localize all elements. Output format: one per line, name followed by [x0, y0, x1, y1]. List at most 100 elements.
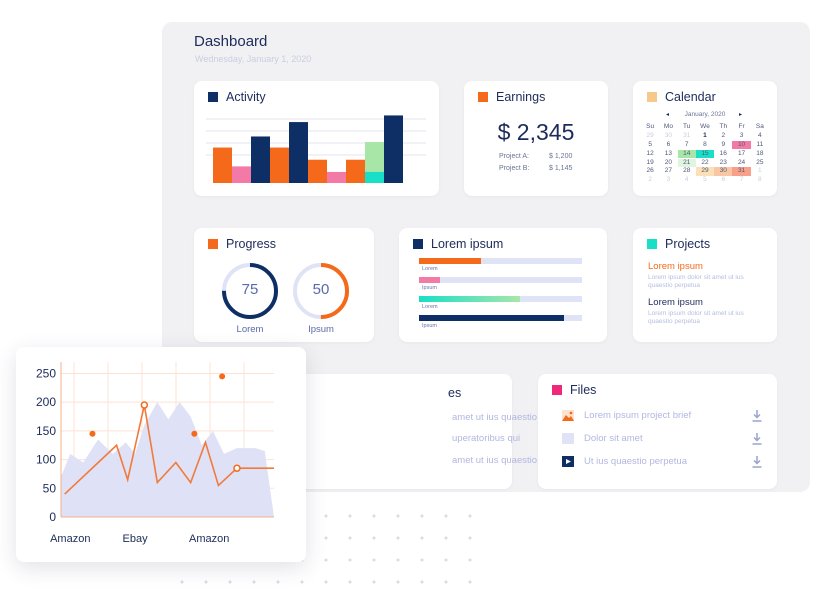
calendar-day[interactable]: 17 — [737, 149, 746, 157]
image-file-icon — [562, 410, 574, 421]
earnings-row-amount: $ 1,200 — [549, 153, 573, 160]
calendar-day[interactable]: 6 — [666, 140, 671, 148]
calendar-day[interactable]: 28 — [683, 167, 691, 175]
calendar-day[interactable]: 29 — [646, 131, 654, 139]
lorem-ipsum-header: Lorem ipsum — [413, 237, 503, 251]
calendar-day[interactable]: 19 — [646, 158, 654, 166]
calendar-header: Calendar — [647, 90, 716, 104]
earnings-row-label: Project B: — [499, 165, 530, 172]
projects-header: Projects — [647, 237, 710, 251]
calendar-weekday: Sa — [755, 123, 764, 130]
earnings-total: $ 2,345 — [497, 119, 575, 145]
calendar-day[interactable]: 31 — [683, 131, 691, 139]
calendar-day[interactable]: 5 — [648, 140, 652, 148]
lorem-ipsum-title: Lorem ipsum — [431, 237, 504, 251]
progress-bar-caption: Lorem — [422, 304, 438, 310]
files-title: Files — [570, 383, 597, 397]
files-square-icon — [552, 385, 562, 395]
calendar-weekday: Tu — [683, 123, 691, 130]
calendar-day[interactable]: 1 — [703, 131, 707, 139]
calendar-day[interactable]: 2 — [648, 176, 652, 184]
file-name: Dolor sit amet — [584, 433, 643, 444]
calendar-day[interactable]: 27 — [664, 167, 673, 175]
calendar-day[interactable]: 8 — [758, 176, 762, 184]
calendar-day[interactable]: 10 — [732, 140, 751, 150]
calendar-day[interactable]: 13 — [664, 149, 673, 157]
calendar-day[interactable]: 7 — [739, 176, 744, 184]
calendar-day[interactable]: 12 — [646, 149, 654, 157]
calendar-day[interactable]: 15 — [695, 149, 715, 159]
line-area-chart: 250 200 150 100 50 0 Amazon Ebay Amazon — [36, 362, 274, 545]
calendar-day[interactable]: 22 — [701, 158, 709, 166]
chart-point — [89, 430, 96, 437]
activity-title: Activity — [226, 90, 266, 104]
file-row[interactable]: Dolor sit amet — [562, 433, 643, 444]
progress-bar-caption: Ipsum — [422, 323, 437, 329]
calendar-day[interactable]: 8 — [703, 140, 707, 148]
calendar-day[interactable]: 31 — [732, 167, 751, 176]
progress-bar-track — [419, 315, 582, 321]
file-row[interactable]: Lorem ipsum project brief — [562, 410, 691, 421]
calendar-day[interactable]: 6 — [721, 176, 726, 184]
calendar-day[interactable]: 11 — [756, 140, 764, 148]
file-name: Lorem ipsum project brief — [584, 410, 692, 421]
calendar-day[interactable]: 5 — [703, 176, 707, 184]
calendar-day[interactable]: 7 — [684, 140, 689, 148]
project-name[interactable]: Lorem ipsum — [648, 297, 703, 308]
download-icon[interactable] — [752, 433, 762, 445]
lorem-ipsum-card[interactable]: Lorem ipsum Lorem Ipsum Lorem Ipsum — [399, 228, 607, 342]
activity-bar — [346, 159, 365, 183]
calendar-prev-icon[interactable]: ◂ — [666, 112, 670, 118]
file-row[interactable]: Ut ius quaestio perpetua — [562, 456, 687, 467]
projects-card[interactable]: Projects Lorem ipsum Lorem ipsum dolor s… — [633, 228, 777, 342]
progress-bar-track — [419, 258, 582, 264]
activity-square-icon — [208, 92, 218, 102]
calendar-day[interactable]: 18 — [756, 149, 764, 157]
calendar-day[interactable]: 24 — [737, 158, 746, 166]
calendar-day[interactable]: 30 — [664, 131, 673, 139]
projects-title: Projects — [665, 237, 711, 251]
activity-card[interactable]: Activity — [194, 81, 439, 196]
calendar-day[interactable]: 2 — [721, 131, 726, 139]
activity-bar — [289, 122, 308, 183]
floating-chart-card[interactable]: 250 200 150 100 50 0 Amazon Ebay Amazon — [16, 347, 306, 562]
calendar-day[interactable]: 20 — [664, 158, 673, 166]
project-name[interactable]: Lorem ipsum — [648, 261, 703, 272]
calendar-day[interactable]: 23 — [719, 158, 727, 166]
earnings-row-b: Project B: $ 1,145 — [499, 165, 572, 172]
calendar-next-icon[interactable]: ▸ — [739, 112, 743, 118]
calendar-day[interactable]: 30 — [714, 167, 733, 176]
partial-card[interactable]: es amet ut ius quaestio perpetua uperato… — [272, 374, 577, 489]
calendar-day[interactable]: 9 — [721, 140, 726, 148]
calendar-day[interactable]: 14 — [677, 149, 696, 159]
calendar-day[interactable]: 29 — [695, 167, 715, 176]
calendar-day[interactable]: 1 — [758, 167, 762, 175]
activity-bar — [365, 171, 384, 183]
files-card[interactable]: Files Lorem ipsum project brief Dolor si… — [538, 374, 777, 489]
progress-square-icon — [208, 239, 218, 249]
calendar-day[interactable]: 21 — [677, 158, 696, 167]
calendar-day[interactable]: 16 — [719, 149, 727, 157]
progress-ring-lorem — [222, 263, 278, 319]
earnings-card[interactable]: Earnings $ 2,345 Project A: $ 1,200 Proj… — [464, 81, 608, 196]
calendar-day[interactable]: 3 — [666, 176, 671, 184]
project-description: Lorem ipsum dolor sit amet ut ius quaest… — [648, 274, 744, 289]
progress-label: Ipsum — [308, 324, 334, 335]
chart-point-ring — [233, 464, 241, 472]
calendar-day[interactable]: 4 — [758, 131, 762, 139]
calendar-card[interactable]: Calendar ◂ January, 2020 ▸ Su Mo Tu We Th Fr S… — [633, 81, 777, 196]
progress-value: 50 — [312, 281, 330, 298]
progress-card[interactable]: Progress 75 Lorem 50 Ipsum — [194, 228, 374, 342]
files-header: Files — [552, 383, 596, 397]
download-icon[interactable] — [752, 456, 762, 468]
download-icon[interactable] — [752, 410, 762, 422]
chart-x-tick-label: Amazon — [50, 533, 90, 545]
calendar-day[interactable]: 26 — [646, 167, 654, 175]
page-date: Wednesday, January 1, 2020 — [195, 54, 312, 64]
calendar-day[interactable]: 4 — [684, 176, 689, 184]
calendar-day[interactable]: 25 — [756, 158, 764, 166]
chart-point — [191, 430, 198, 437]
calendar-weekday: Th — [719, 123, 728, 130]
calendar-day[interactable]: 3 — [739, 131, 744, 139]
